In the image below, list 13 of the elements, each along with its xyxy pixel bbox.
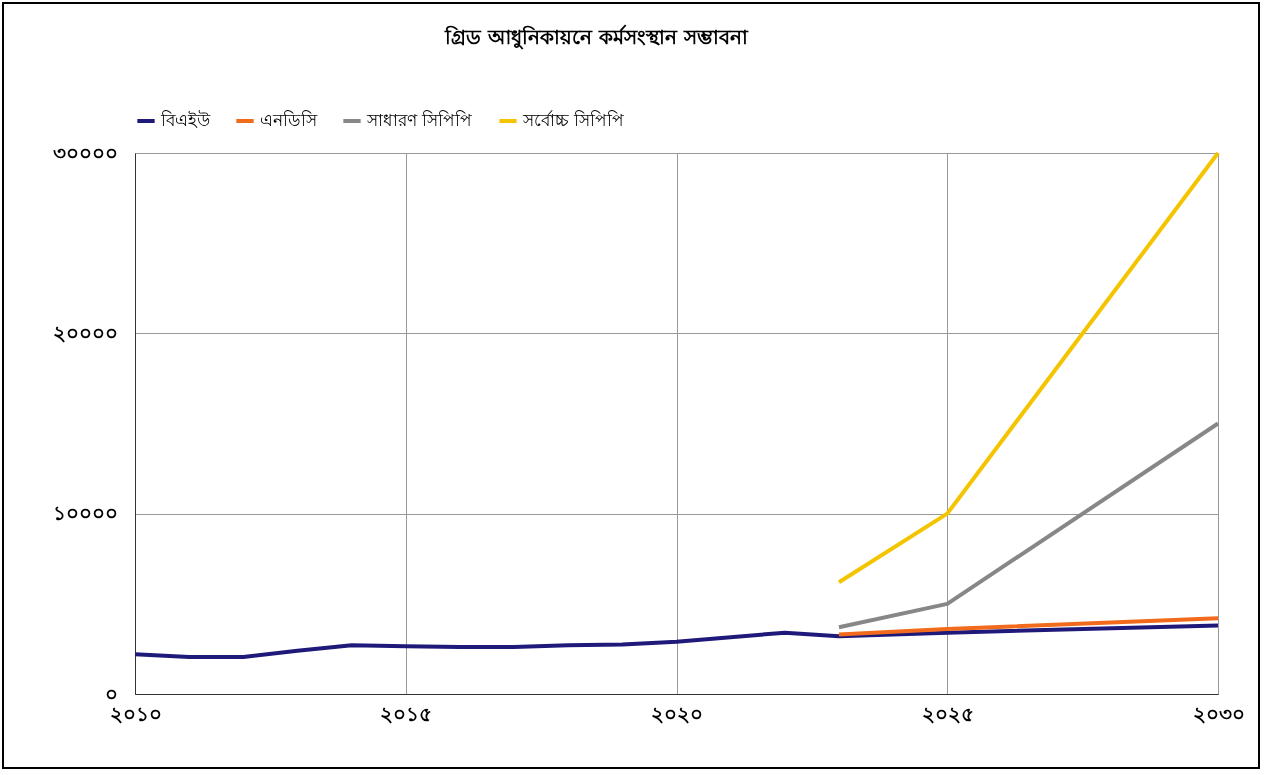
x-tick-label: ২০৩০ bbox=[1192, 701, 1245, 726]
line-series bbox=[133, 623, 1220, 660]
x-tick-label: ২০১৫ bbox=[380, 701, 433, 726]
chart-title: গ্রিড আধুনিকায়নে কর্মসংস্থান সম্ভাবনা bbox=[444, 24, 749, 50]
legend-label: এনডিসি bbox=[260, 110, 318, 130]
legend-label: বিএইউ bbox=[160, 110, 211, 130]
y-tick-label: ২০০০০ bbox=[52, 320, 118, 345]
legend-label: সর্বোচ্চ সিপিপি bbox=[522, 110, 625, 130]
y-tick-label: ৩০০০০ bbox=[52, 140, 118, 165]
x-tick-label: ২০২০ bbox=[651, 701, 703, 726]
x-tick-label: ২০২৫ bbox=[921, 701, 974, 726]
legend-label: সাধারণ সিপিপি bbox=[366, 110, 473, 130]
y-tick-label: ১০০০০ bbox=[52, 501, 118, 526]
